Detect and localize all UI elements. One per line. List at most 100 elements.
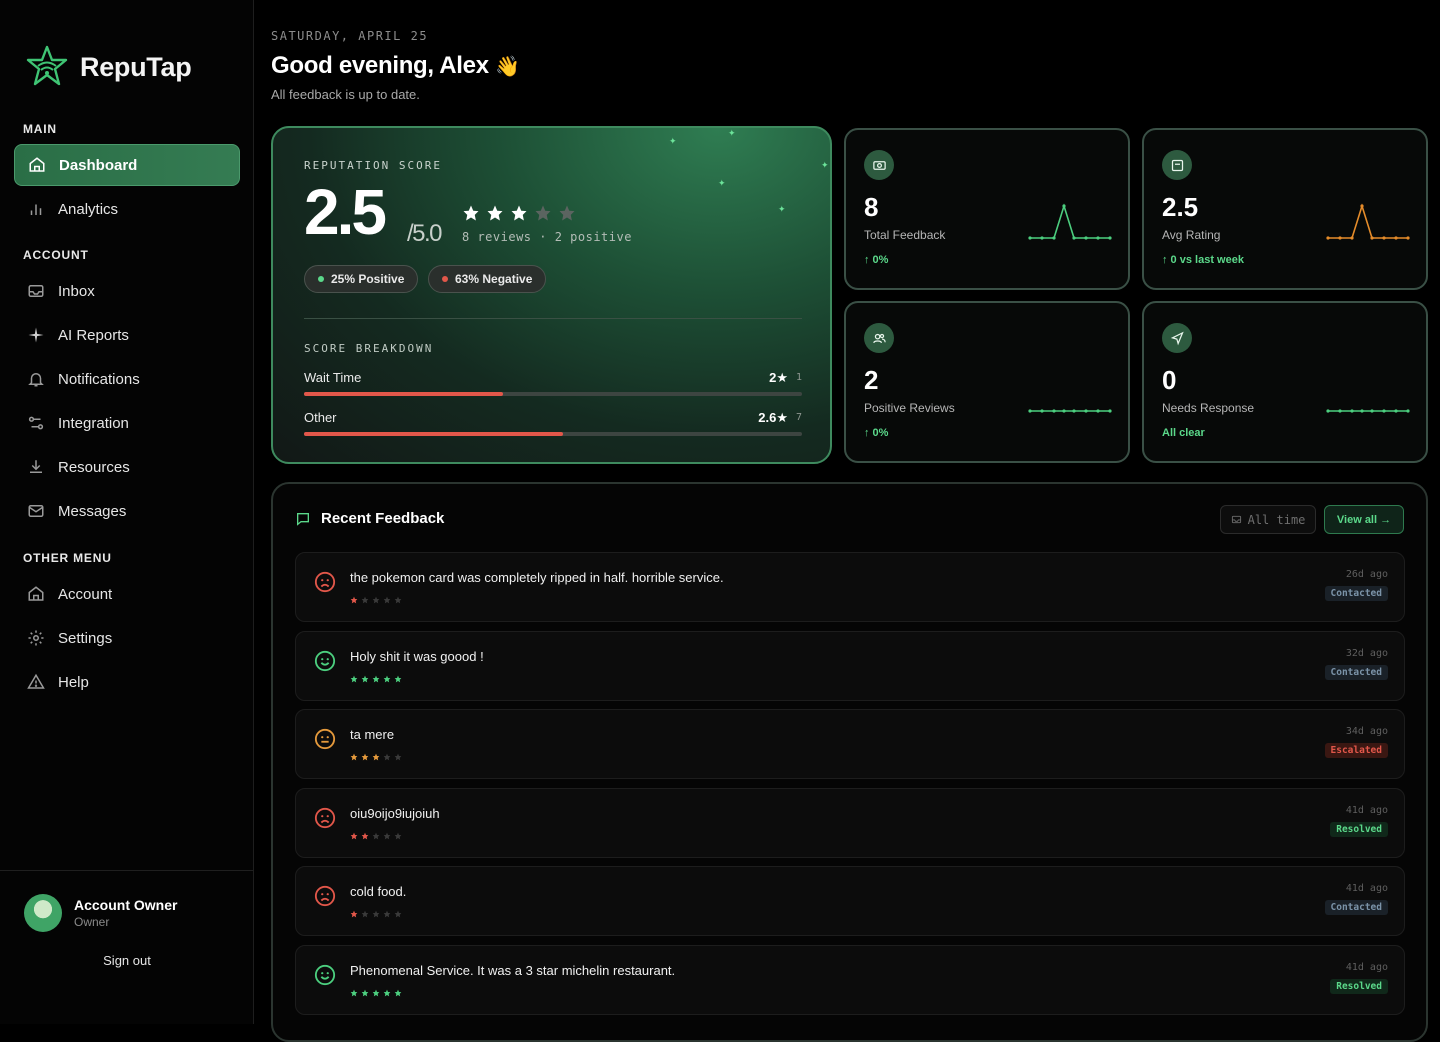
feedback-item[interactable]: Holy shit it was goood ! 32d ago Contacted <box>295 631 1405 701</box>
stat-value: 8 <box>864 192 879 222</box>
time-filter-button[interactable]: All time <box>1220 505 1316 534</box>
sparkline-point <box>1096 236 1100 240</box>
status-badge: Escalated <box>1324 743 1388 758</box>
sparkline-point <box>1084 236 1088 240</box>
feedback-item[interactable]: the pokemon card was completely ripped i… <box>295 552 1405 622</box>
feedback-item[interactable]: oiu9oijo9iujoiuh 41d ago Resolved <box>295 788 1405 858</box>
sidebar: RepuTap MAIN Dashboard Analytics ACCOUNT… <box>0 0 254 1024</box>
sidebar-item-label: Notifications <box>58 370 140 388</box>
sparkline-point <box>1406 409 1410 413</box>
status-badge: Contacted <box>1324 900 1388 915</box>
sidebar-item-settings[interactable]: Settings <box>14 617 240 659</box>
stat-card-avg-rating[interactable]: 2.5 Avg Rating ↑ 0 vs last week <box>1142 128 1428 290</box>
sparkle-decoration: ✦ <box>821 160 829 170</box>
sign-out-button[interactable]: Sign out <box>103 953 151 968</box>
home-icon <box>29 157 45 172</box>
star-icon <box>350 832 358 840</box>
sidebar-item-inbox[interactable]: Inbox <box>14 270 240 312</box>
brand[interactable]: RepuTap <box>24 44 192 90</box>
sparkline-point <box>1382 236 1386 240</box>
star-icon <box>383 832 391 840</box>
breakdown-score: 2★ <box>769 370 788 385</box>
integration-icon <box>28 416 44 430</box>
wave-emoji: 👋 <box>495 56 520 78</box>
feedback-item[interactable]: cold food. 41d ago Contacted <box>295 866 1405 936</box>
star-icon <box>394 753 402 761</box>
sparkline-point <box>1040 236 1044 240</box>
star-icon <box>394 596 402 604</box>
sidebar-item-dashboard[interactable]: Dashboard <box>14 144 240 186</box>
stat-label: Total Feedback <box>864 228 946 242</box>
star-icon <box>511 205 527 221</box>
star-icon <box>383 675 391 683</box>
section-account-label: ACCOUNT <box>23 248 89 262</box>
stat-card-positive-reviews[interactable]: 2 Positive Reviews ↑ 0% <box>844 301 1130 463</box>
feedback-text: cold food. <box>350 884 407 899</box>
download-icon <box>30 460 42 473</box>
feedback-rating <box>350 675 402 683</box>
status-badge: Resolved <box>1330 979 1388 994</box>
breakdown-count: 7 <box>795 412 802 423</box>
message-square-icon <box>1162 150 1192 180</box>
stat-trend: ↑ 0 vs last week <box>1162 254 1244 266</box>
star-icon <box>350 910 358 918</box>
negative-pill: 63% Negative <box>428 265 547 293</box>
feedback-time: 32d ago <box>1345 648 1388 659</box>
star-icon <box>350 675 358 683</box>
brand-name: RepuTap <box>80 51 192 82</box>
stat-label: Needs Response <box>1162 401 1255 415</box>
sparkline-point <box>1096 409 1100 413</box>
sidebar-item-integration[interactable]: Integration <box>14 402 240 444</box>
stat-card-needs-response[interactable]: 0 Needs Response All clear <box>1142 301 1428 463</box>
reputation-stars <box>462 204 576 222</box>
stat-trend: ↑ 0% <box>864 427 889 439</box>
star-icon <box>394 989 402 997</box>
sidebar-item-resources[interactable]: Resources <box>14 446 240 488</box>
star-icon <box>559 205 575 221</box>
sidebar-divider <box>0 870 254 871</box>
sparkline-point <box>1338 409 1342 413</box>
recent-feedback-header: Recent Feedback <box>295 510 444 527</box>
sidebar-item-notifications[interactable]: Notifications <box>14 358 240 400</box>
account-owner[interactable]: Account Owner Owner <box>24 894 177 932</box>
sparkline-point <box>1072 236 1076 240</box>
time-filter-label: All time <box>1247 512 1306 527</box>
stat-label: Avg Rating <box>1162 228 1221 242</box>
sidebar-item-account[interactable]: Account <box>14 573 240 615</box>
sidebar-item-label: Resources <box>58 458 130 476</box>
feedback-item[interactable]: ta mere 34d ago Escalated <box>295 709 1405 779</box>
breakdown-name: Other <box>304 410 337 425</box>
sparkline-chart <box>1326 409 1410 413</box>
warning-icon <box>27 673 45 689</box>
star-icon <box>350 753 358 761</box>
feedback-rating <box>350 596 402 604</box>
bell-icon <box>28 373 44 387</box>
send-icon <box>1162 323 1192 353</box>
sparkle-decoration: ✦ <box>669 136 677 146</box>
sad-face-icon <box>314 807 336 829</box>
sparkle-decoration: ✦ <box>728 128 736 138</box>
bar-chart-icon <box>30 204 42 215</box>
sidebar-item-analytics[interactable]: Analytics <box>14 188 240 230</box>
sparkle-icon <box>28 327 44 343</box>
star-icon <box>361 596 369 604</box>
owner-name: Account Owner <box>74 897 178 913</box>
stat-card-total-feedback[interactable]: 8 Total Feedback ↑ 0% <box>844 128 1130 290</box>
view-all-button[interactable]: View all → <box>1324 505 1404 534</box>
sparkline-point <box>1040 409 1044 413</box>
feedback-item[interactable]: Phenomenal Service. It was a 3 star mich… <box>295 945 1405 1015</box>
sidebar-item-messages[interactable]: Messages <box>14 490 240 532</box>
star-icon <box>350 989 358 997</box>
sidebar-item-ai-reports[interactable]: AI Reports <box>14 314 240 356</box>
feedback-rating <box>350 753 402 761</box>
sparkline-point <box>1382 409 1386 413</box>
sparkline-point <box>1326 409 1330 413</box>
sidebar-item-help[interactable]: Help <box>14 661 240 703</box>
sparkline-point <box>1028 236 1032 240</box>
eye-icon <box>864 150 894 180</box>
feedback-rating <box>350 832 402 840</box>
section-main-label: MAIN <box>23 122 57 136</box>
sidebar-item-label: Messages <box>58 502 127 520</box>
sparkline-point <box>1394 236 1398 240</box>
sparkline-chart <box>1028 203 1112 240</box>
